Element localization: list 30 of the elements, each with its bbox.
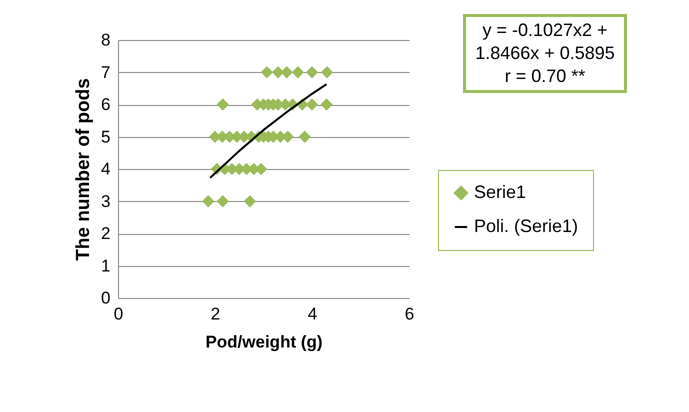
- legend-label: Serie1: [474, 182, 526, 202]
- point: [298, 130, 311, 143]
- y-tick-label: 0: [101, 288, 110, 308]
- line-series: [209, 83, 328, 179]
- point: [292, 66, 304, 78]
- y-tick-label: 6: [101, 95, 110, 114]
- y-tick-label: 1: [101, 256, 110, 276]
- y-tick-label: 8: [101, 30, 110, 50]
- point: [306, 66, 318, 78]
- point: [320, 98, 333, 111]
- y-tick-label: 3: [101, 192, 110, 211]
- x-tick-label: 2: [210, 304, 220, 324]
- point: [202, 195, 214, 208]
- y-tick-label: 7: [101, 62, 110, 82]
- point: [320, 66, 334, 78]
- x-tick-label: 6: [404, 304, 414, 324]
- point: [216, 195, 229, 208]
- legend-label: Poli. (Serie1): [474, 216, 578, 236]
- y-tick-label: 2: [101, 224, 110, 243]
- y-axis-title: The number of pods: [73, 78, 94, 261]
- point: [306, 98, 318, 111]
- y-tick-label: 5: [101, 127, 110, 146]
- text: y = -0.1027x2 + 1.8466x + 0.5895 r = 0.70 **: [474, 19, 616, 88]
- point: [244, 195, 256, 208]
- x-axis-title: Pod/weight (g): [205, 332, 323, 352]
- point: [216, 98, 229, 111]
- x-tick-label: 4: [308, 304, 318, 324]
- point: [260, 66, 274, 78]
- x-tick-label: 0: [114, 304, 124, 324]
- y-tick-label: 4: [101, 160, 110, 178]
